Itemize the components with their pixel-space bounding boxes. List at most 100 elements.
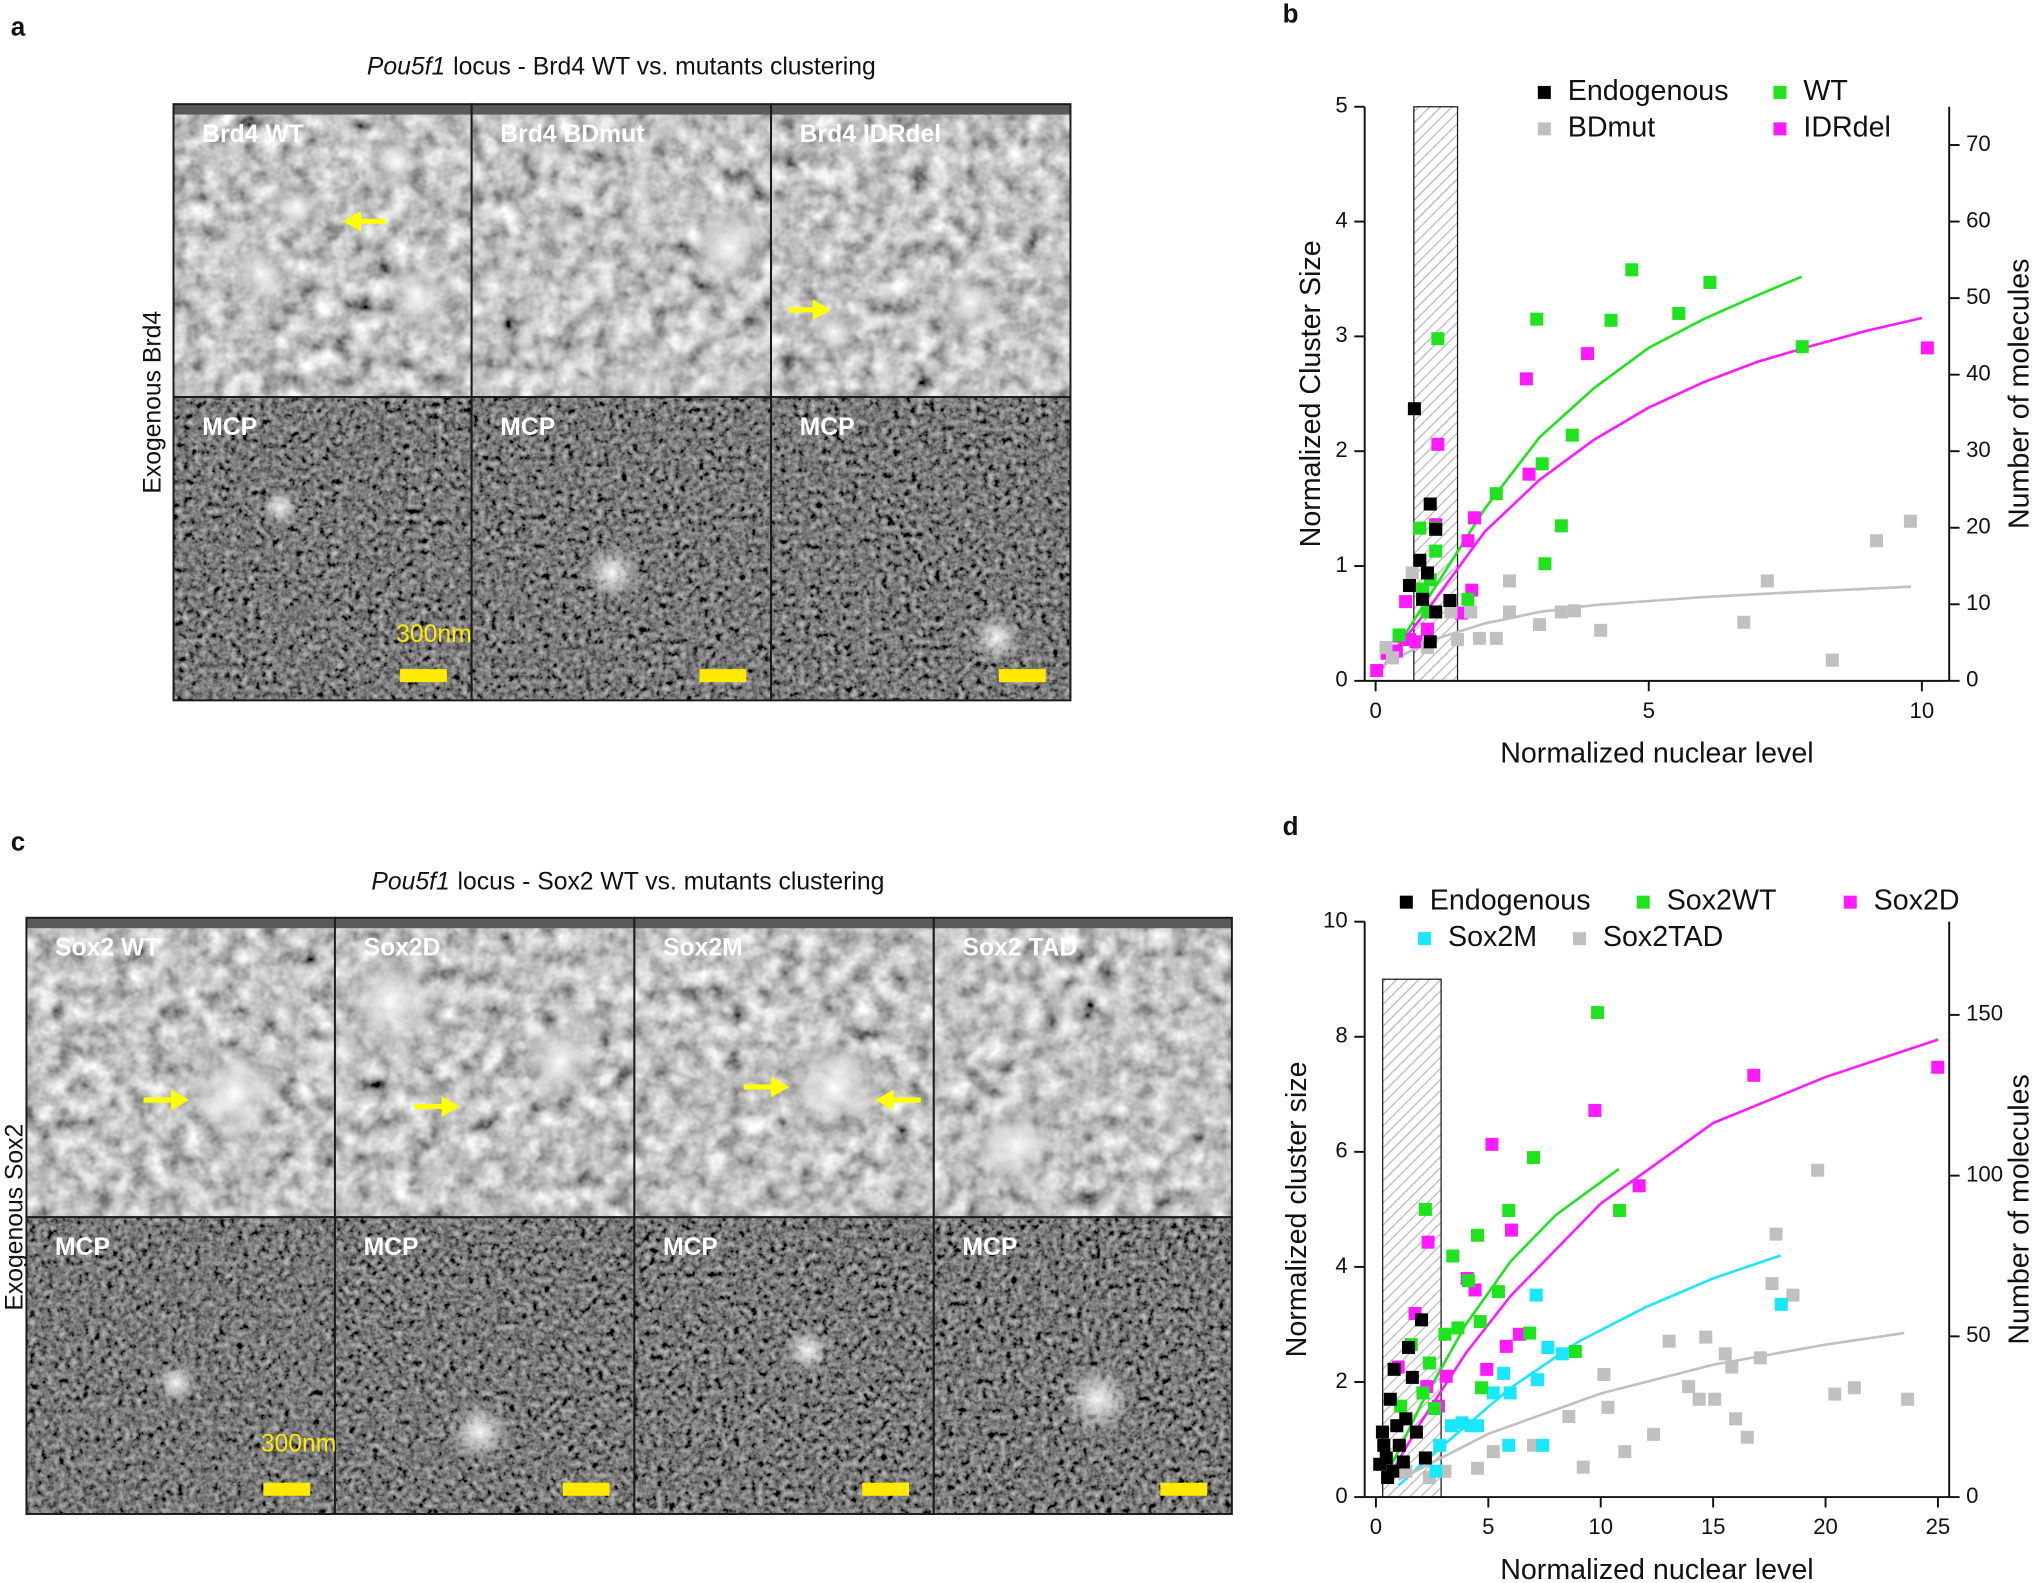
data-point (1535, 457, 1549, 471)
data-point (1901, 1392, 1915, 1406)
data-point (1825, 653, 1839, 667)
legend-marker (1572, 932, 1586, 946)
data-point (1438, 1327, 1452, 1341)
data-point (1920, 341, 1934, 355)
scale-bar (699, 669, 747, 683)
data-point (1407, 402, 1421, 416)
data-point (1396, 1455, 1410, 1469)
bright-spot (690, 208, 769, 287)
data-point (1486, 1445, 1500, 1459)
tile-band (173, 104, 472, 115)
data-point (1472, 631, 1486, 645)
data-point (1461, 592, 1475, 606)
x-tick-label: 20 (1813, 1514, 1838, 1539)
data-point (1383, 1392, 1397, 1406)
micrograph (771, 397, 1071, 701)
data-point (1377, 1438, 1391, 1452)
tile-label: Brd4 WT (202, 121, 304, 148)
data-point (1604, 313, 1618, 327)
data-point (1774, 1297, 1788, 1311)
scale-bar (862, 1482, 910, 1496)
data-point (1692, 1392, 1706, 1406)
data-point (1532, 618, 1546, 632)
data-point (1416, 1386, 1430, 1400)
y2-tick-label: 40 (1966, 361, 1991, 386)
data-point (1519, 372, 1533, 386)
tile-band (634, 917, 934, 929)
y2-axis-title: Number of molecules (2003, 1074, 2035, 1344)
y-tick-label: 10 (1323, 908, 1348, 933)
bright-spot (938, 270, 1002, 334)
data-point (1786, 1288, 1800, 1302)
tile-border (932, 1216, 1233, 1515)
x-axis-title: Normalized nuclear level (1500, 1554, 1813, 1583)
data-point (1405, 566, 1419, 580)
data-point (1718, 1347, 1732, 1361)
bright-spot (232, 244, 290, 303)
y-tick-label: 4 (1335, 207, 1347, 232)
data-point (1529, 1288, 1543, 1302)
x-axis-title: Normalized nuclear level (1500, 738, 1813, 770)
data-point (1502, 574, 1516, 588)
data-point (1504, 1223, 1518, 1237)
data-point (1632, 1179, 1646, 1193)
y-tick-label: 2 (1335, 437, 1347, 462)
data-point (1394, 1399, 1408, 1413)
micrograph (173, 104, 472, 398)
title-text: locus - Brd4 WT vs. mutants clustering (453, 53, 876, 80)
data-point (1386, 651, 1400, 665)
tile-border (770, 396, 1072, 702)
data-point (1413, 553, 1427, 567)
data-point (1682, 1380, 1696, 1394)
data-point (1423, 497, 1437, 511)
data-point (1416, 592, 1430, 606)
y2-tick-label: 60 (1966, 207, 1991, 232)
data-point (1444, 605, 1458, 619)
bright-spot (781, 1034, 886, 1140)
data-point (1555, 1347, 1569, 1361)
y-tick-label: 6 (1335, 1138, 1347, 1163)
data-point (1413, 521, 1427, 535)
data-point (1431, 437, 1445, 451)
data-point (1464, 605, 1478, 619)
data-point (1439, 1369, 1453, 1383)
data-point (1489, 487, 1503, 501)
bright-spot (182, 1041, 287, 1146)
bright-spot (971, 1101, 1061, 1190)
scale-bar (562, 1482, 610, 1496)
bright-spot (967, 609, 1025, 667)
data-point (1522, 467, 1536, 481)
data-point (1491, 1285, 1505, 1299)
tile-label: Sox2 TAD (962, 935, 1077, 962)
fit-curve (1385, 275, 1803, 665)
x-tick-label: 5 (1482, 1514, 1494, 1539)
micrograph (771, 104, 1071, 398)
data-point (1422, 1356, 1436, 1370)
y-tick-label: 2 (1335, 1368, 1347, 1393)
bright-spot (781, 1323, 834, 1377)
data-point (1554, 605, 1568, 619)
legend-label: WT (1803, 75, 1848, 107)
tile-label: MCP (962, 1234, 1017, 1261)
data-point (1847, 1381, 1861, 1395)
bright-spot (152, 1359, 200, 1406)
data-point (1672, 306, 1686, 320)
data-point (1565, 428, 1579, 442)
micrograph (173, 397, 472, 701)
data-point (1502, 1438, 1516, 1452)
y2-tick-label: 20 (1966, 514, 1991, 539)
panel-label: c (11, 826, 25, 856)
data-point (1647, 1427, 1661, 1441)
tile-label: Sox2M (663, 935, 743, 962)
data-point (1473, 1315, 1487, 1329)
data-point (1402, 1340, 1416, 1354)
data-point (1381, 1471, 1395, 1485)
panel-label: b (1283, 0, 1299, 28)
data-point (1576, 1460, 1590, 1474)
fit-curve (1380, 316, 1923, 671)
bright-spot (338, 950, 443, 1055)
data-point (1538, 557, 1552, 571)
data-point (1451, 633, 1465, 647)
data-point (1512, 1327, 1526, 1341)
